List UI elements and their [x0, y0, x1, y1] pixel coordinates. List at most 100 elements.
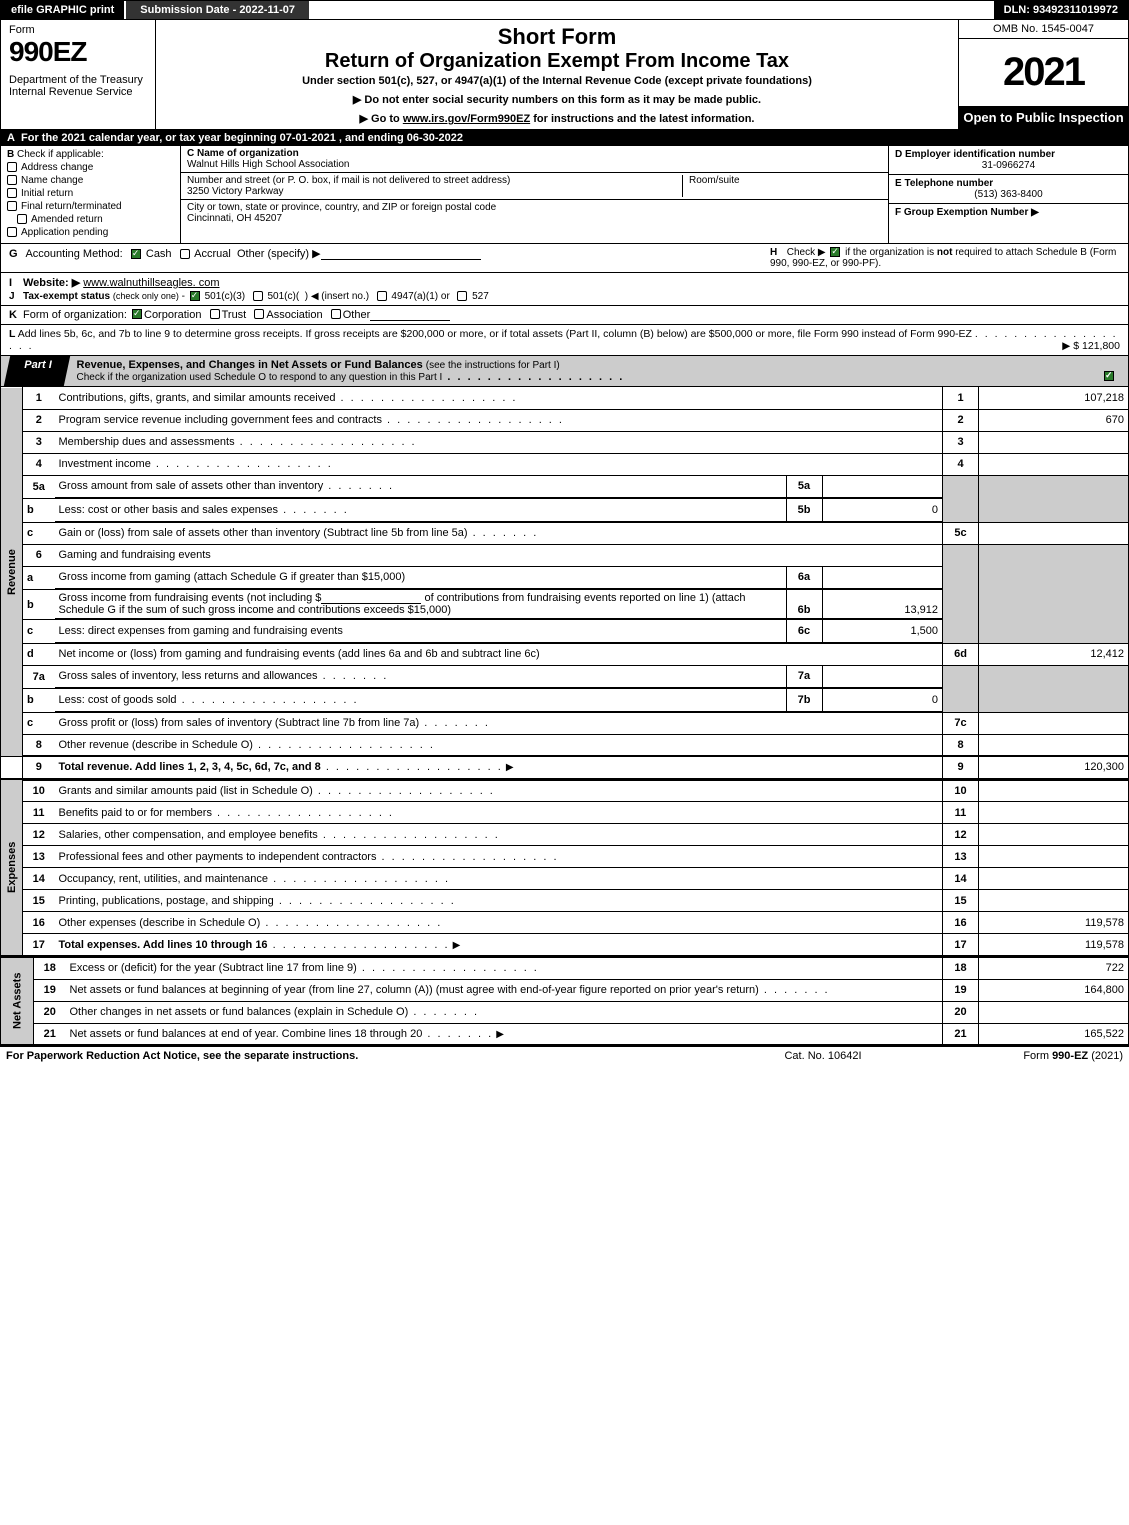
line-6d-col: 6d — [943, 643, 979, 665]
line-13-col: 13 — [943, 846, 979, 868]
chk-initial-return[interactable]: Initial return — [7, 188, 174, 199]
form-of-org-label: Form of organization: — [23, 309, 127, 321]
line-18-val: 722 — [979, 957, 1129, 979]
netassets-table: Net Assets 18 Excess or (deficit) for th… — [0, 956, 1129, 1046]
chk-501c[interactable] — [253, 291, 263, 301]
line-3-desc: Membership dues and assessments — [59, 436, 235, 448]
line-20-val — [979, 1001, 1129, 1023]
chk-name-change[interactable]: Name change — [7, 175, 174, 186]
line-5a-smval — [822, 476, 942, 498]
line-6b-num: b — [23, 590, 55, 620]
chk-other-org[interactable] — [331, 309, 341, 319]
line-7c-col: 7c — [943, 712, 979, 734]
line-8-col: 8 — [943, 734, 979, 756]
chk-accrual[interactable] — [180, 249, 190, 259]
line-10-val — [979, 780, 1129, 802]
line-6a-desc: Gross income from gaming (attach Schedul… — [59, 571, 406, 583]
expenses-side-label: Expenses — [1, 780, 23, 956]
line-11-val — [979, 802, 1129, 824]
box-b: B Check if applicable: Address change Na… — [1, 146, 181, 243]
chk-trust[interactable] — [210, 309, 220, 319]
chk-final-return[interactable]: Final return/terminated — [7, 201, 174, 212]
part-1-tab: Part I — [24, 359, 52, 371]
chk-application-pending[interactable]: Application pending — [7, 227, 174, 238]
chk-corp[interactable] — [132, 309, 142, 319]
chk-4947[interactable] — [377, 291, 387, 301]
line-6a-smcol: 6a — [786, 567, 822, 589]
line-10-desc: Grants and similar amounts paid (list in… — [59, 785, 313, 797]
line-5c-num: c — [23, 522, 55, 544]
chk-501c3[interactable] — [190, 291, 200, 301]
line-14-desc: Occupancy, rent, utilities, and maintena… — [59, 873, 269, 885]
opt-other: Other (specify) ▶ — [237, 248, 321, 260]
line-21-num: 21 — [34, 1023, 66, 1045]
irs-link[interactable]: www.irs.gov/Form990EZ — [403, 113, 530, 125]
form-label: Form — [9, 24, 147, 36]
group-exemption-label: F Group Exemption Number ▶ — [895, 207, 1122, 218]
opt-accrual: Accrual — [194, 248, 231, 260]
dln: DLN: 93492311019972 — [994, 1, 1128, 19]
line-6c-desc: Less: direct expenses from gaming and fu… — [59, 625, 343, 637]
part-1-title: Revenue, Expenses, and Changes in Net As… — [77, 359, 423, 371]
line-1-col: 1 — [943, 387, 979, 409]
line-6-desc: Gaming and fundraising events — [55, 544, 943, 566]
line-20-col: 20 — [943, 1001, 979, 1023]
line-12-num: 12 — [23, 824, 55, 846]
line-16-val: 119,578 — [979, 912, 1129, 934]
line-15-col: 15 — [943, 890, 979, 912]
line-6-num: 6 — [23, 544, 55, 566]
instr-goto: ▶ Go to www.irs.gov/Form990EZ for instru… — [162, 112, 952, 125]
city-value: Cincinnati, OH 45207 — [187, 213, 882, 224]
line-2-desc: Program service revenue including govern… — [59, 414, 382, 426]
box-h: H Check ▶ if the organization is not req… — [770, 247, 1120, 269]
footer-left: For Paperwork Reduction Act Notice, see … — [6, 1050, 723, 1062]
line-21-val: 165,522 — [979, 1023, 1129, 1045]
org-name-label: C Name of organization — [187, 148, 882, 159]
line-1-desc: Contributions, gifts, grants, and simila… — [59, 392, 336, 404]
line-15-num: 15 — [23, 890, 55, 912]
line-4-desc: Investment income — [59, 458, 151, 470]
phone-value: (513) 363-8400 — [895, 189, 1122, 200]
line-17-num: 17 — [23, 934, 55, 956]
city-label: City or town, state or province, country… — [187, 202, 882, 213]
chk-assoc[interactable] — [254, 309, 264, 319]
line-8-val — [979, 734, 1129, 756]
line-6b-smcol: 6b — [786, 590, 822, 619]
line-5b-desc: Less: cost or other basis and sales expe… — [59, 504, 279, 516]
top-bar: efile GRAPHIC print Submission Date - 20… — [0, 0, 1129, 20]
row-i: IWebsite: ▶ www.walnuthillseagles. com J… — [0, 273, 1129, 306]
line-7c-desc: Gross profit or (loss) from sales of inv… — [59, 717, 420, 729]
instr-goto-pre: ▶ Go to — [360, 113, 403, 125]
line-6c-num: c — [23, 620, 55, 644]
efile-print-button[interactable]: efile GRAPHIC print — [1, 1, 124, 19]
room-suite-label: Room/suite — [682, 175, 882, 197]
ein-label: D Employer identification number — [895, 149, 1122, 160]
line-6d-desc: Net income or (loss) from gaming and fun… — [59, 648, 540, 660]
line-17-desc: Total expenses. Add lines 10 through 16 — [59, 939, 268, 951]
line-15-val — [979, 890, 1129, 912]
website-value[interactable]: www.walnuthillseagles. com — [83, 277, 219, 289]
form-header: Form 990EZ Department of the Treasury In… — [0, 20, 1129, 130]
form-title-main: Return of Organization Exempt From Incom… — [162, 50, 952, 73]
chk-address-change[interactable]: Address change — [7, 162, 174, 173]
line-3-val — [979, 431, 1129, 453]
chk-527[interactable] — [457, 291, 467, 301]
form-title-short: Short Form — [162, 24, 952, 50]
line-4-val — [979, 453, 1129, 475]
line-9-num: 9 — [23, 756, 55, 778]
chk-h[interactable] — [830, 247, 840, 257]
line-5b-smcol: 5b — [786, 499, 822, 521]
form-subtitle: Under section 501(c), 527, or 4947(a)(1)… — [162, 75, 952, 87]
line-11-desc: Benefits paid to or for members — [59, 807, 212, 819]
section-a: AFor the 2021 calendar year, or tax year… — [0, 130, 1129, 146]
line-5c-desc: Gain or (loss) from sale of assets other… — [59, 527, 468, 539]
line-6b-smval: 13,912 — [822, 590, 942, 619]
line-7a-smval — [822, 666, 942, 688]
line-7b-num: b — [23, 689, 55, 713]
line-7b-smcol: 7b — [786, 689, 822, 711]
chk-schedule-o[interactable] — [1104, 371, 1114, 381]
chk-cash[interactable] — [131, 249, 141, 259]
chk-amended-return[interactable]: Amended return — [7, 214, 174, 225]
info-grid: B Check if applicable: Address change Na… — [0, 146, 1129, 244]
line-7b-desc: Less: cost of goods sold — [59, 694, 177, 706]
